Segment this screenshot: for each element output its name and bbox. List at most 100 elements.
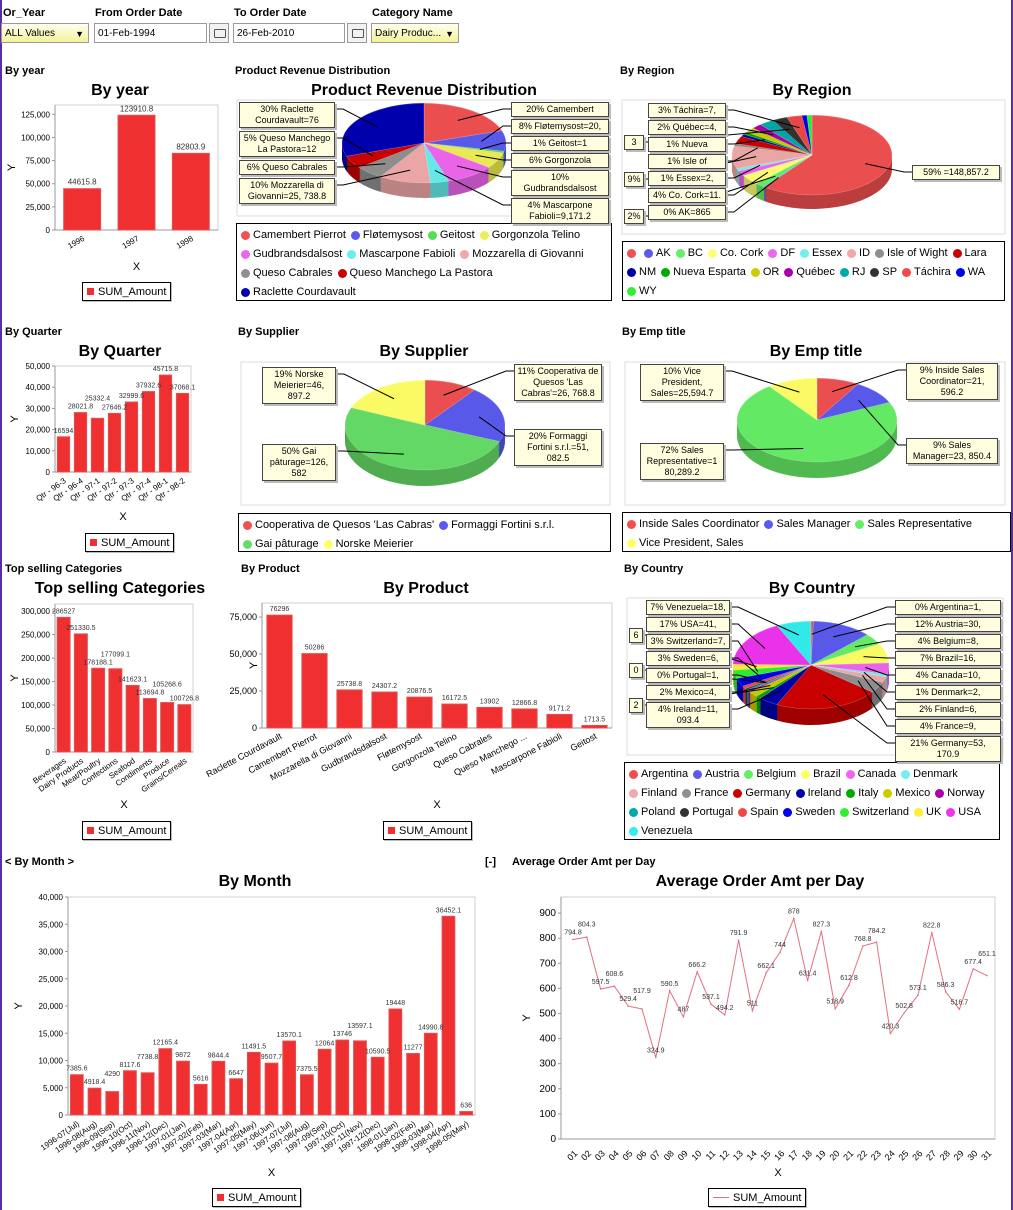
pie-callout-label: 4% Canada=10, (895, 668, 1001, 683)
pie-callout-label: 3% Sweden=6, (646, 651, 730, 666)
legend-label: SUM_Amount (101, 536, 170, 549)
legend-label: Gudbrandsdalsost (253, 248, 343, 260)
data-label: 517.9 (633, 988, 651, 995)
x-tick-label: 02 (579, 1148, 593, 1162)
y-tick-label: 20,000 (39, 1002, 64, 1011)
section-avg-order: Average Order Amt per Day (512, 856, 656, 868)
legend-label: Finland (641, 787, 678, 799)
legend-label: Camembert Pierrot (253, 229, 346, 241)
callout-leader-line (456, 165, 511, 178)
bar (56, 616, 71, 753)
from-date-input[interactable]: 01-Feb-1994 (94, 23, 207, 43)
data-label: 636 (460, 1103, 472, 1110)
callout-leader-line (865, 163, 912, 173)
pie-slice (755, 154, 813, 188)
legend-dot-icon (337, 269, 347, 278)
data-point (903, 1011, 905, 1014)
pie-slice (423, 142, 504, 168)
legend-item: Gudbrandsdalsost (241, 245, 342, 264)
chart-title: By Month (218, 873, 292, 890)
pie-slice (810, 643, 890, 666)
y-tick-label: 600 (539, 983, 556, 994)
legend-item: Queso Cabrales (241, 264, 333, 283)
data-label: 13902 (480, 698, 500, 705)
data-label: 10590.5 (365, 1048, 390, 1055)
collapse-toggle[interactable]: [-] (485, 856, 496, 868)
pie-slice (732, 625, 812, 666)
bar (511, 708, 538, 729)
pie-callout-label: 2% Québec=4, (648, 120, 726, 135)
pie-plot-frame (236, 99, 611, 217)
data-point (793, 917, 795, 920)
callout-leader-line (822, 694, 895, 744)
bar (142, 698, 157, 753)
data-label: 82803.9 (176, 142, 205, 151)
legend-item: Mexico (883, 784, 930, 803)
callout-leader-line (724, 447, 804, 451)
legend-label: SUM_Amount (399, 824, 468, 837)
chart-title: By Emp title (769, 343, 863, 360)
legend-avg-day: SUM_Amount (708, 1188, 807, 1207)
data-label: 141623.1 (118, 676, 147, 683)
legend-item: Denmark (901, 765, 958, 784)
legend-item: Finland (629, 784, 677, 803)
legend-item: Camembert Pierrot (241, 226, 346, 245)
pie-slice (752, 124, 813, 156)
legend-dot-icon (243, 521, 252, 530)
y-tick-label: 700 (539, 958, 556, 969)
pie-slice (742, 664, 812, 689)
bar (107, 412, 122, 473)
data-label: 662.1 (757, 963, 775, 970)
data-label: 11277 (404, 1045, 423, 1052)
y-tick-label: 50,000 (26, 725, 51, 734)
x-tick-label: 21 (841, 1148, 855, 1162)
legend-dot-icon (783, 808, 793, 817)
legend-dot-icon (243, 540, 252, 549)
callout-leader-line (730, 674, 766, 683)
from-date-calendar-button[interactable] (209, 23, 229, 43)
callout-leader-line (858, 400, 906, 446)
callout-leader-line (865, 667, 895, 676)
category-filter-select[interactable]: Dairy Produc... ▼ (371, 23, 459, 43)
pie-callout-label: 2% Mexico=4, (646, 685, 730, 700)
callout-leader-line (336, 450, 404, 455)
legend-dot-icon (241, 231, 250, 240)
y-tick-label: 25,000 (229, 686, 257, 696)
legend-dot-icon (323, 540, 333, 549)
data-label: 7375.5 (296, 1066, 318, 1073)
bar (300, 1074, 314, 1116)
legend-item: Venezuela (629, 822, 692, 841)
to-date-calendar-button[interactable] (347, 23, 367, 43)
pie-callout-label: 1% Isle of (648, 154, 726, 169)
year-filter-select[interactable]: ALL Values ▼ (1, 23, 89, 43)
pie-callout-label: 2% (624, 209, 644, 224)
chart-title: By Region (772, 82, 852, 99)
pie-callout-label: 8% Fløtemysost=20, (511, 119, 609, 134)
pie-slice (768, 377, 818, 421)
chart-title: By Country (768, 580, 856, 597)
legend-dot-icon (241, 250, 250, 259)
bar (441, 915, 456, 1116)
legend-label: Sweden (795, 806, 836, 818)
window-border-left (0, 0, 2, 1210)
x-tick-label: 09 (676, 1148, 690, 1162)
y-axis-title: Y (13, 1002, 25, 1010)
legend-dot-icon (629, 827, 638, 836)
pie-callout-label: 30% Raclette Courdavault=76 (239, 102, 335, 128)
pie-callout-label: 10% Gudbrandsdalsost (511, 170, 609, 196)
by-month-nav-link[interactable]: < By Month > (5, 856, 75, 868)
bar (246, 1051, 261, 1116)
section-by-year: By year (5, 65, 45, 77)
legend-label: AK (656, 247, 671, 259)
callout-leader-line (479, 142, 511, 150)
bar (125, 684, 140, 753)
legend-label: Brazil (813, 768, 841, 780)
bar (546, 713, 573, 729)
data-point (889, 1032, 892, 1035)
legend-item: Norway (935, 784, 985, 803)
to-date-input[interactable]: 26-Feb-2010 (233, 23, 345, 43)
legend-label: Austria (705, 768, 740, 780)
data-label: 502.8 (895, 1003, 913, 1010)
legend-item: Québec (784, 263, 835, 282)
callout-leader-line (863, 672, 895, 693)
